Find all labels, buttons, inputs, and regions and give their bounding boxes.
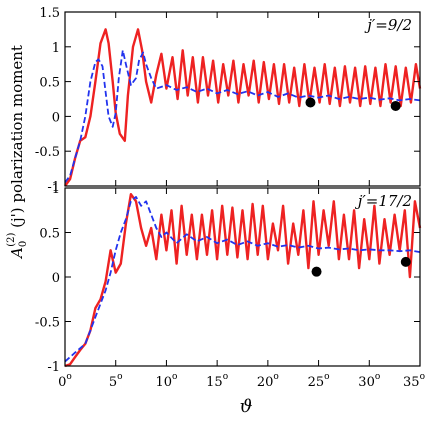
x-tick-label-5: 25o <box>308 372 330 390</box>
y-tick-label-top-0: -1 <box>47 180 60 195</box>
y-tick-label-bottom-3: 0.5 <box>39 227 60 242</box>
plot-frame-top <box>64 11 421 187</box>
y-tick-label-bottom-0: -1 <box>47 360 60 375</box>
panel-top: -1 -0.5 0 0.5 1 1.5 j′=9/2 <box>35 6 422 195</box>
y-tick-label-top-3: 0.5 <box>39 76 60 91</box>
y-tick-label-top-1: -0.5 <box>35 145 60 160</box>
data-point-bottom-1 <box>400 256 411 267</box>
y-axis-title: A0(2) (j') polarization moment <box>6 45 29 260</box>
data-point-bottom-0 <box>311 266 322 277</box>
data-point-top-0 <box>305 97 316 108</box>
panel-label-top: j′=9/2 <box>364 16 412 34</box>
y-axis-title-subscript: 0 <box>18 241 29 247</box>
data-point-top-1 <box>390 100 401 111</box>
x-tick-label-4: 20o <box>257 372 279 390</box>
x-axis-title: ϑ <box>240 396 253 417</box>
y-tick-label-top-2: 0 <box>52 110 60 125</box>
y-tick-label-top-4: 1 <box>52 41 60 56</box>
y-axis-title-rest: (j') polarization moment <box>8 45 26 233</box>
panel-bottom: -1 -0.5 0 0.5 1 j′=17/2 <box>35 182 422 375</box>
y-tick-label-bottom-4: 1 <box>52 182 60 197</box>
y-axis-title-superscript: (2) <box>6 233 17 247</box>
x-tick-label-0: 0o <box>58 372 72 390</box>
dashed-series-top <box>64 49 421 184</box>
y-axis-title-main: A <box>8 247 26 260</box>
x-tick-label-1: 5o <box>109 372 123 390</box>
x-tick-label-7: 35o <box>403 372 425 390</box>
x-tick-label-3: 15o <box>206 372 228 390</box>
x-tick-label-2: 10o <box>155 372 177 390</box>
y-tick-label-bottom-2: 0 <box>52 271 60 286</box>
y-tick-label-top-5: 1.5 <box>39 6 60 21</box>
solid-series-bottom <box>64 193 422 368</box>
x-tick-label-6: 30o <box>358 372 380 390</box>
solid-series-top <box>64 28 422 187</box>
y-tick-label-bottom-1: -0.5 <box>35 316 60 331</box>
dashed-series-bottom <box>64 196 421 363</box>
panel-label-bottom: j′=17/2 <box>355 192 412 210</box>
